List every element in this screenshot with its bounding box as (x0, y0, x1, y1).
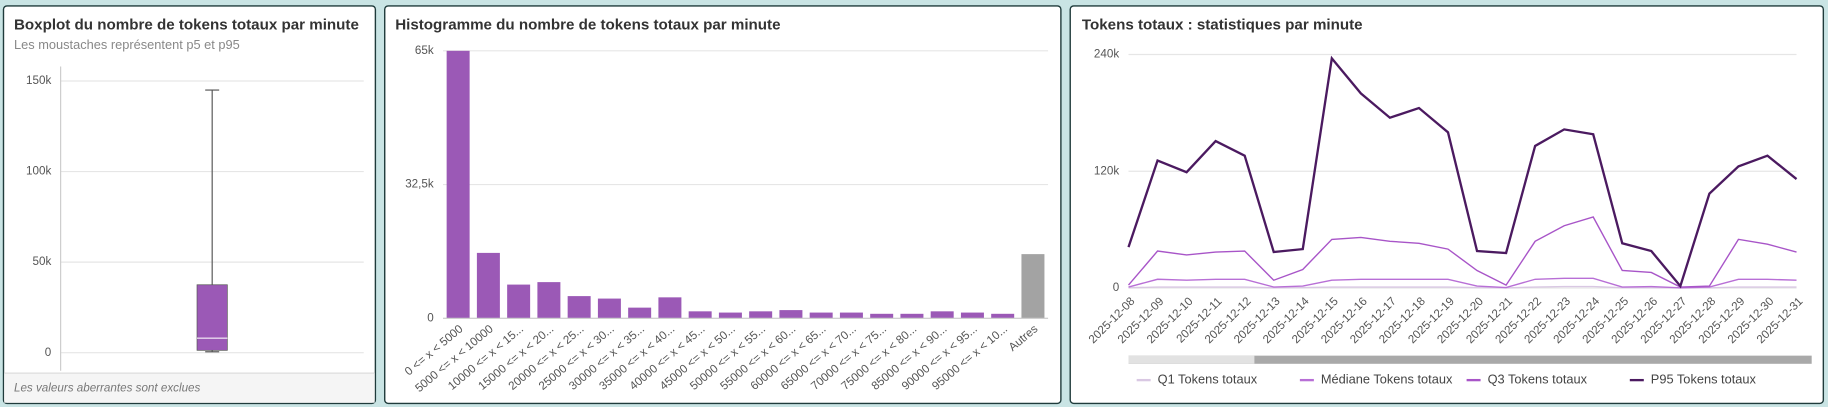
chart-title: Histogramme du nombre de tokens totaux p… (395, 17, 780, 34)
bar (779, 310, 803, 319)
bar (991, 313, 1015, 319)
bar (749, 311, 773, 319)
legend-label: Q3 Tokens totaux (1488, 372, 1588, 387)
bar (870, 313, 894, 319)
bar (567, 296, 591, 319)
y-tick-label: 150k (26, 74, 51, 87)
bar (688, 311, 712, 319)
line (1127, 216, 1797, 288)
bar (900, 313, 924, 319)
panel-footer (4, 373, 375, 403)
box (196, 284, 228, 351)
y-tick-label: 0 (427, 311, 434, 324)
chart-subtitle: Les moustaches représentent p5 et p95 (14, 37, 240, 52)
panel (2, 5, 377, 405)
chart-title: Boxplot du nombre de tokens totaux par m… (14, 17, 359, 34)
y-tick-label: 120k (1094, 164, 1119, 177)
legend-label: Médiane Tokens totaux (1321, 372, 1453, 387)
bar (476, 252, 500, 319)
y-tick-label: 50k (33, 255, 52, 268)
bar (930, 311, 954, 319)
bar (507, 284, 531, 319)
legend-label: P95 Tokens totaux (1651, 372, 1757, 387)
y-tick-label: 0 (1113, 281, 1120, 294)
bar (809, 312, 833, 319)
y-tick-label: 240k (1094, 48, 1119, 61)
bar (839, 312, 863, 319)
y-tick-label: 32,5k (405, 178, 434, 191)
chart-title: Tokens totaux : statistiques par minute (1082, 17, 1363, 34)
legend-label: Q1 Tokens totaux (1158, 372, 1258, 387)
panel (1069, 5, 1825, 405)
y-tick-label: 0 (45, 346, 52, 359)
footnote: Les valeurs aberrantes sont exclues (14, 381, 201, 394)
y-tick-label: 65k (415, 44, 434, 57)
range-slider-handle[interactable] (1128, 355, 1255, 364)
y-tick-label: 100k (26, 165, 51, 178)
bar (960, 312, 984, 319)
bar (628, 307, 652, 319)
bar (446, 50, 470, 319)
line (1128, 277, 1797, 289)
bar (597, 298, 621, 319)
bar (658, 297, 682, 319)
line (1127, 55, 1798, 289)
bar (718, 312, 742, 319)
bar (1021, 254, 1045, 319)
range-slider[interactable] (1128, 355, 1812, 364)
bar (537, 282, 561, 319)
